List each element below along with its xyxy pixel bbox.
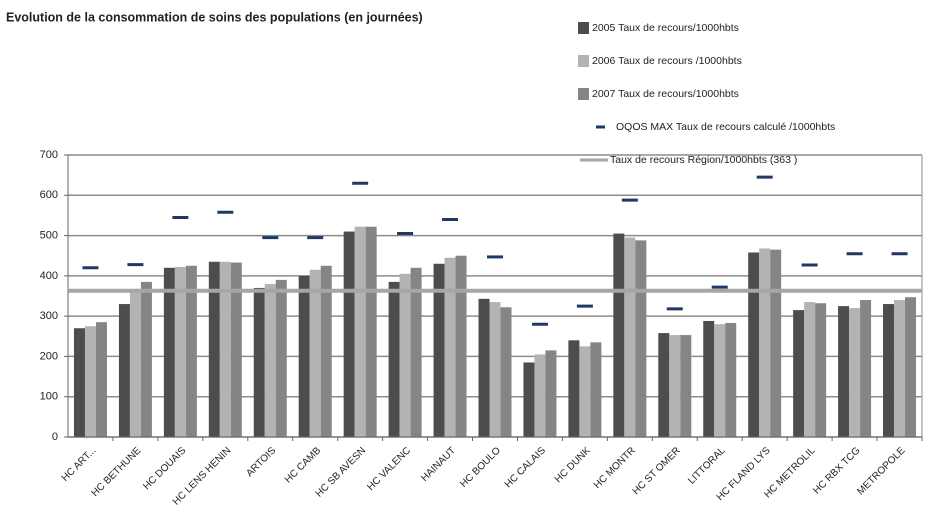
bar (613, 233, 625, 437)
y-tick-label: 500 (40, 229, 58, 241)
x-tick-label: HAINAUT (419, 445, 458, 484)
y-tick-label: 0 (52, 431, 58, 443)
bar (849, 308, 861, 437)
x-tick-label: HC CAMB (283, 445, 324, 486)
bar (793, 310, 805, 437)
bar (838, 306, 850, 437)
bar (590, 342, 602, 437)
x-tick-label: LITTORAL (686, 445, 728, 487)
bar (748, 252, 760, 437)
bar (219, 261, 231, 437)
bar (410, 267, 422, 437)
bar (230, 262, 242, 437)
bar (365, 226, 377, 437)
bar (804, 302, 816, 437)
legend-label: 2005 Taux de recours/1000hbts (592, 22, 739, 34)
x-tick-label: HC BOULO (458, 445, 503, 490)
bar (815, 303, 827, 437)
legend-label: OQOS MAX Taux de recours calculé /1000hb… (616, 121, 835, 133)
bar (264, 283, 276, 437)
bar (320, 265, 332, 437)
y-tick-label: 100 (40, 391, 58, 403)
bar (860, 300, 872, 437)
x-tick-label: HC ART... (60, 445, 99, 484)
x-tick-label: HC DOUAIS (141, 445, 188, 492)
bar (95, 322, 107, 437)
bar (354, 226, 366, 437)
bar (568, 340, 580, 437)
legend-swatch (578, 88, 589, 100)
bar (140, 281, 152, 437)
bar (894, 300, 906, 437)
bar (174, 266, 186, 437)
y-tick-label: 200 (40, 350, 58, 362)
bar (433, 263, 445, 437)
bar (253, 287, 265, 437)
bar (905, 297, 917, 437)
x-tick-label: METROPOLE (855, 445, 907, 497)
bar (399, 273, 411, 437)
bar (489, 302, 501, 437)
y-tick-label: 300 (40, 310, 58, 322)
bar (703, 320, 715, 437)
bar (444, 257, 456, 437)
x-tick-label: ARTOIS (244, 445, 278, 479)
legend-label: 2007 Taux de recours/1000hbts (592, 88, 739, 100)
x-tick-label: HC DUNK (553, 445, 593, 485)
bar (523, 362, 535, 437)
bar (208, 261, 220, 437)
bar (455, 255, 467, 437)
bar (84, 326, 96, 437)
bar (725, 322, 737, 437)
x-tick-label: HC VALENC (365, 445, 413, 493)
legend-swatch (578, 55, 589, 67)
legend-label: Taux de recours Région/1000hbts (363 ) (610, 154, 797, 166)
bar (883, 304, 895, 437)
bar (343, 231, 355, 437)
bar (500, 307, 512, 437)
bar (298, 275, 310, 437)
legend-label: 2006 Taux de recours /1000hbts (592, 55, 742, 67)
bar (714, 324, 726, 437)
bar (388, 281, 400, 437)
bar (118, 304, 130, 437)
bar (635, 240, 647, 437)
chart-title: Evolution de la consommation de soins de… (6, 10, 423, 24)
bar (669, 335, 681, 437)
bar (770, 249, 782, 437)
bar (680, 335, 692, 437)
bar (545, 350, 557, 437)
bar (309, 269, 321, 437)
y-tick-label: 600 (40, 189, 58, 201)
bar (658, 333, 670, 437)
bar (73, 328, 85, 437)
bar (759, 248, 771, 437)
bar (478, 298, 490, 437)
bar (275, 279, 287, 437)
y-tick-label: 400 (40, 270, 58, 282)
x-tick-label: HC CALAIS (503, 445, 548, 490)
x-tick-label: HC ST OMER (631, 445, 683, 497)
x-tick-label: HC MONTR (592, 445, 638, 491)
bar (534, 354, 546, 437)
bar (185, 265, 197, 437)
bar (129, 291, 141, 437)
y-tick-label: 700 (40, 149, 58, 161)
bar (163, 267, 175, 437)
bar (624, 237, 636, 437)
bar (579, 346, 591, 437)
legend-swatch (578, 22, 589, 34)
